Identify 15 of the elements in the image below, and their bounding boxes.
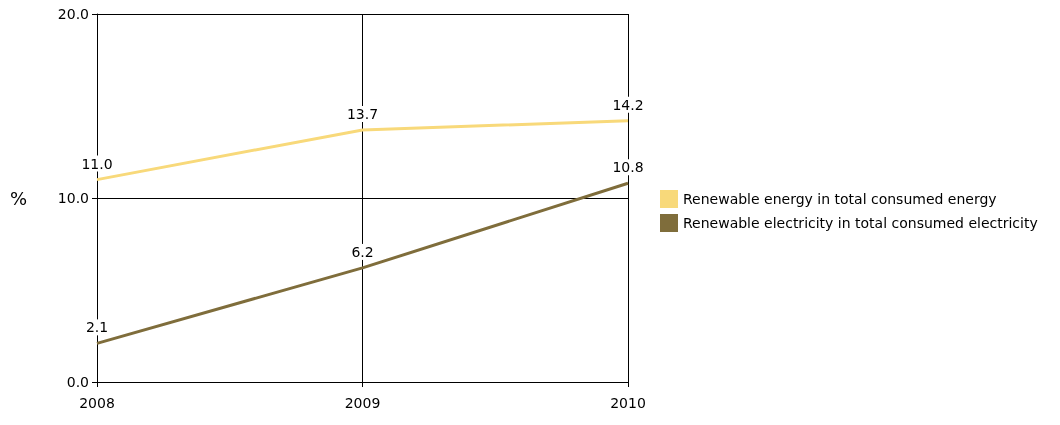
- y-tick-label: 0.0: [66, 374, 89, 390]
- y-tick-label: 20.0: [57, 6, 89, 22]
- data-label: 13.7: [346, 105, 379, 122]
- data-label: 10.8: [612, 159, 644, 176]
- x-tick-label: 2008: [79, 395, 115, 411]
- y-axis-title: %: [9, 187, 27, 209]
- legend-label: Renewable energy in total consumed energy: [683, 191, 997, 207]
- x-tick-label: 2009: [344, 395, 381, 411]
- data-label: 11.0: [81, 155, 113, 172]
- y-tick-label: 10.0: [57, 190, 89, 206]
- data-label: 2.1: [85, 319, 109, 336]
- data-label: 14.2: [612, 96, 644, 113]
- legend-label: Renewable electricity in total consumed electricity: [683, 215, 1038, 231]
- x-tick-label: 2010: [610, 395, 646, 411]
- data-label: 6.2: [351, 243, 374, 260]
